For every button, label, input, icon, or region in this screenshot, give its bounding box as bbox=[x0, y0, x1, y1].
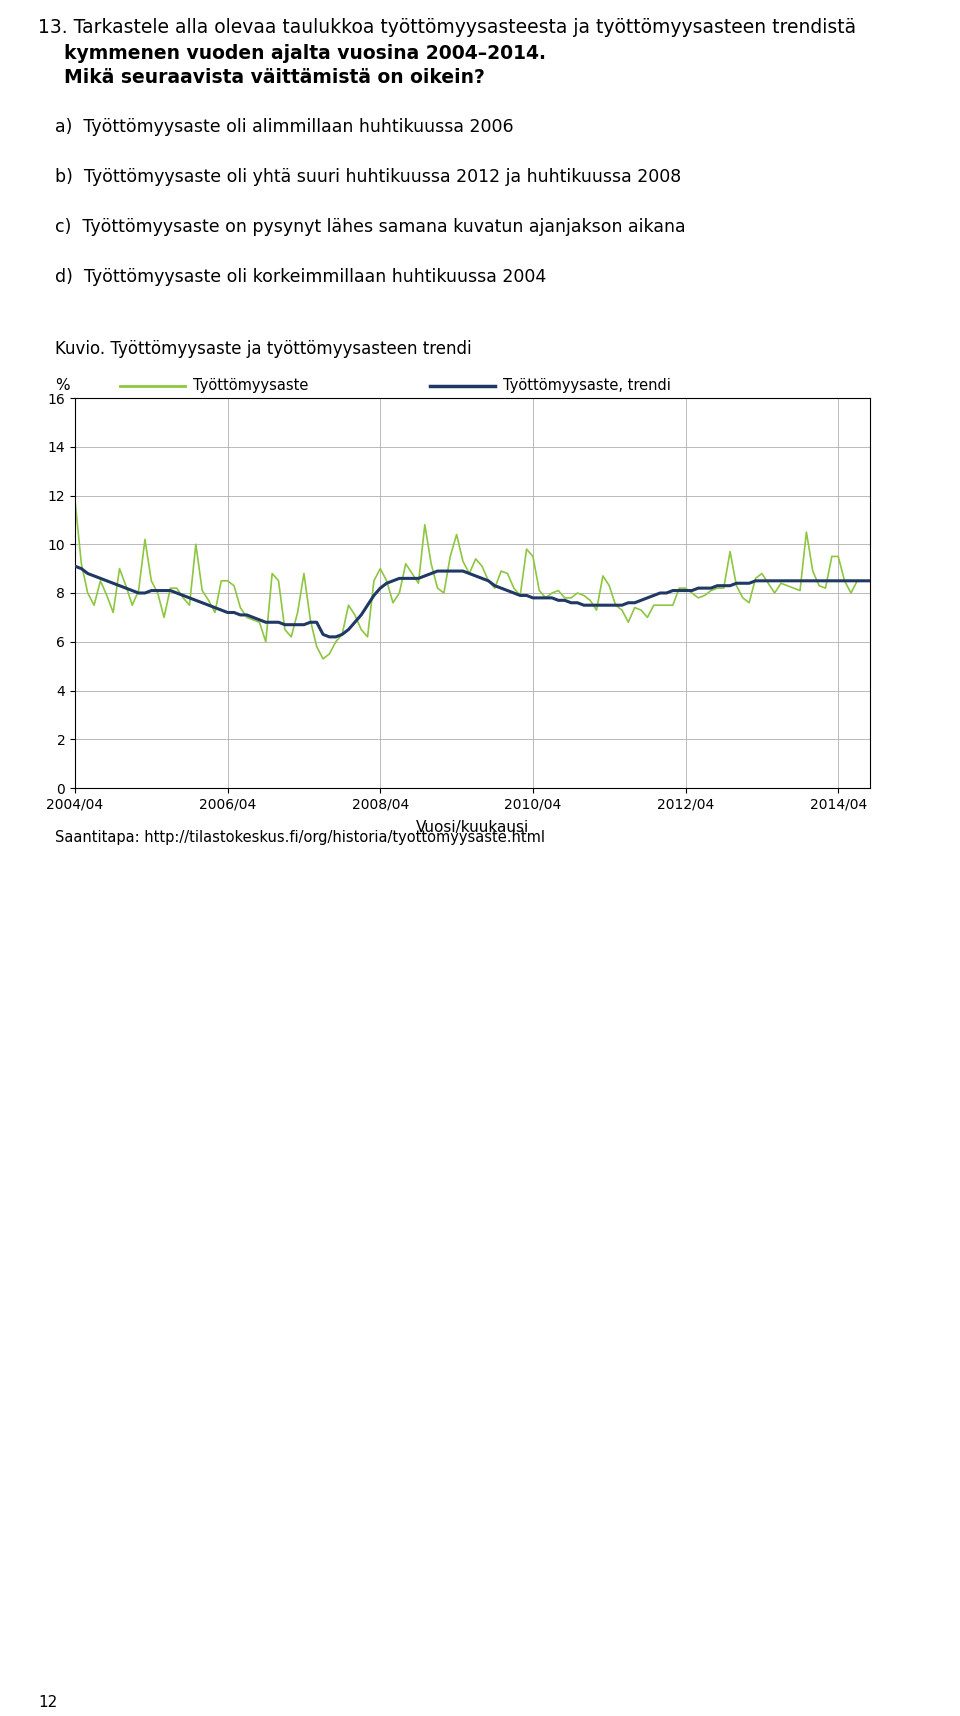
Text: b)  Työttömyysaste oli yhtä suuri huhtikuussa 2012 ja huhtikuussa 2008: b) Työttömyysaste oli yhtä suuri huhtiku… bbox=[55, 168, 682, 185]
Text: Työttömyysaste: Työttömyysaste bbox=[193, 378, 308, 393]
Text: 13. Tarkastele alla olevaa taulukkoa työttömyysasteesta ja työttömyysasteen tren: 13. Tarkastele alla olevaa taulukkoa työ… bbox=[38, 17, 856, 38]
Text: 12: 12 bbox=[38, 1695, 58, 1711]
Text: d)  Työttömyysaste oli korkeimmillaan huhtikuussa 2004: d) Työttömyysaste oli korkeimmillaan huh… bbox=[55, 268, 546, 287]
Text: Kuvio. Työttömyysaste ja työttömyysasteen trendi: Kuvio. Työttömyysaste ja työttömyysastee… bbox=[55, 340, 471, 359]
Text: Työttömyysaste, trendi: Työttömyysaste, trendi bbox=[503, 378, 671, 393]
Text: kymmenen vuoden ajalta vuosina 2004–2014.: kymmenen vuoden ajalta vuosina 2004–2014… bbox=[38, 45, 546, 63]
Text: %: % bbox=[55, 378, 70, 393]
Text: c)  Työttömyysaste on pysynyt lähes samana kuvatun ajanjakson aikana: c) Työttömyysaste on pysynyt lähes saman… bbox=[55, 218, 685, 237]
X-axis label: Vuosi/kuukausi: Vuosi/kuukausi bbox=[416, 820, 529, 836]
Text: Mikä seuraavista väittämistä on oikein?: Mikä seuraavista väittämistä on oikein? bbox=[38, 69, 485, 88]
Text: a)  Työttömyysaste oli alimmillaan huhtikuussa 2006: a) Työttömyysaste oli alimmillaan huhtik… bbox=[55, 118, 514, 136]
Text: Saantitapa: http://tilastokeskus.fi/org/historia/tyottomyysaste.html: Saantitapa: http://tilastokeskus.fi/org/… bbox=[55, 831, 545, 844]
